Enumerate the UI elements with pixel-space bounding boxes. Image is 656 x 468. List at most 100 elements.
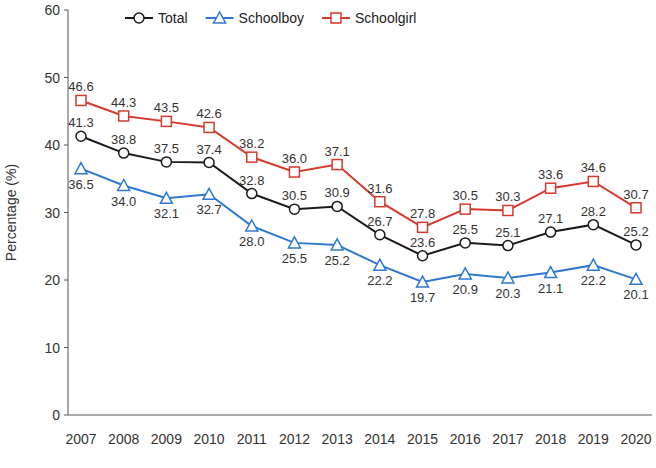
marker [331, 239, 343, 250]
data-label: 27.8 [410, 206, 435, 221]
data-label: 26.7 [367, 214, 392, 229]
data-label: 25.2 [324, 253, 349, 268]
marker [331, 13, 341, 23]
x-tick-label: 2010 [193, 431, 224, 447]
data-label: 20.9 [453, 282, 478, 297]
marker [119, 148, 129, 158]
data-label: 28.0 [239, 234, 264, 249]
data-label: 30.3 [495, 189, 520, 204]
marker [214, 12, 226, 23]
plot-area [75, 95, 642, 287]
marker [161, 116, 171, 126]
data-labels: 41.3 38.8 37.5 37.4 32.8 30.5 30.9 26.7 23.6 25.5… [68, 79, 648, 305]
data-label: 19.7 [410, 290, 435, 305]
data-label: 30.5 [282, 188, 307, 203]
marker [76, 131, 86, 141]
series-line [81, 169, 636, 282]
x-tick-label: 2008 [108, 431, 139, 447]
marker [503, 205, 513, 215]
y-tick [64, 347, 68, 348]
y-tick-label: 20 [44, 272, 60, 288]
chart: 0102030405060Percentage (%)2007200820092… [0, 0, 656, 468]
data-label: 46.6 [68, 79, 93, 94]
marker [204, 122, 214, 132]
data-label: 20.3 [495, 286, 520, 301]
data-label: 36.5 [68, 177, 93, 192]
marker [374, 259, 386, 270]
marker [76, 95, 86, 105]
data-label: 23.6 [410, 235, 435, 250]
marker [588, 220, 598, 230]
x-tick-label: 2019 [578, 431, 609, 447]
data-label: 36.0 [282, 151, 307, 166]
data-label: 25.1 [495, 225, 520, 240]
y-tick-label: 50 [44, 70, 60, 86]
marker [546, 183, 556, 193]
series-line [81, 100, 636, 227]
marker [247, 189, 257, 199]
marker [545, 267, 557, 278]
x-tick-label: 2011 [237, 431, 267, 447]
data-label: 32.8 [239, 173, 264, 188]
marker [288, 237, 300, 248]
marker [118, 180, 130, 191]
data-label: 25.5 [282, 251, 307, 266]
y-tick-label: 60 [44, 2, 60, 18]
marker [587, 259, 599, 270]
y-tick [64, 212, 68, 213]
data-label: 28.2 [581, 204, 606, 219]
marker [289, 167, 299, 177]
marker [375, 230, 385, 240]
y-tick [64, 280, 68, 281]
data-label: 33.6 [538, 167, 563, 182]
data-label: 27.1 [538, 211, 563, 226]
data-label: 34.6 [581, 160, 606, 175]
data-label: 30.7 [623, 187, 648, 202]
series-line [81, 136, 636, 255]
marker [546, 227, 556, 237]
data-label: 38.2 [239, 136, 264, 151]
data-label: 37.4 [196, 142, 221, 157]
data-label: 37.5 [154, 141, 179, 156]
marker [631, 240, 641, 250]
marker [161, 157, 171, 167]
x-tick-label: 2020 [620, 431, 651, 447]
data-label: 20.1 [623, 287, 648, 302]
marker [203, 188, 215, 199]
data-label: 41.3 [68, 115, 93, 130]
legend: TotalSchoolboySchoolgirl [125, 10, 416, 26]
marker [630, 273, 642, 284]
y-tick-label: 0 [52, 407, 60, 423]
legend-label: Total [158, 10, 188, 26]
legend-label: Schoolgirl [355, 10, 416, 26]
marker [418, 251, 428, 261]
data-label: 37.1 [324, 144, 349, 159]
data-label: 32.1 [154, 206, 179, 221]
marker [246, 220, 258, 231]
x-tick-label: 2009 [151, 431, 182, 447]
marker [503, 241, 513, 251]
x-tick-label: 2015 [407, 431, 438, 447]
x-tick-label: 2007 [65, 431, 96, 447]
marker [417, 276, 429, 287]
marker [588, 176, 598, 186]
y-tick [64, 10, 68, 11]
marker [332, 201, 342, 211]
marker [75, 163, 87, 174]
marker [134, 13, 144, 23]
marker [375, 197, 385, 207]
marker [460, 204, 470, 214]
data-label: 32.7 [196, 202, 221, 217]
x-tick-label: 2012 [279, 431, 310, 447]
data-label: 38.8 [111, 132, 136, 147]
y-tick [64, 415, 68, 416]
x-tick-label: 2016 [450, 431, 481, 447]
x-tick-label: 2014 [364, 431, 395, 447]
data-label: 25.5 [453, 222, 478, 237]
data-label: 30.9 [324, 185, 349, 200]
x-tick-label: 2017 [492, 431, 523, 447]
data-label: 21.1 [538, 281, 563, 296]
marker [460, 238, 470, 248]
y-tick [64, 145, 68, 146]
y-tick [64, 77, 68, 78]
